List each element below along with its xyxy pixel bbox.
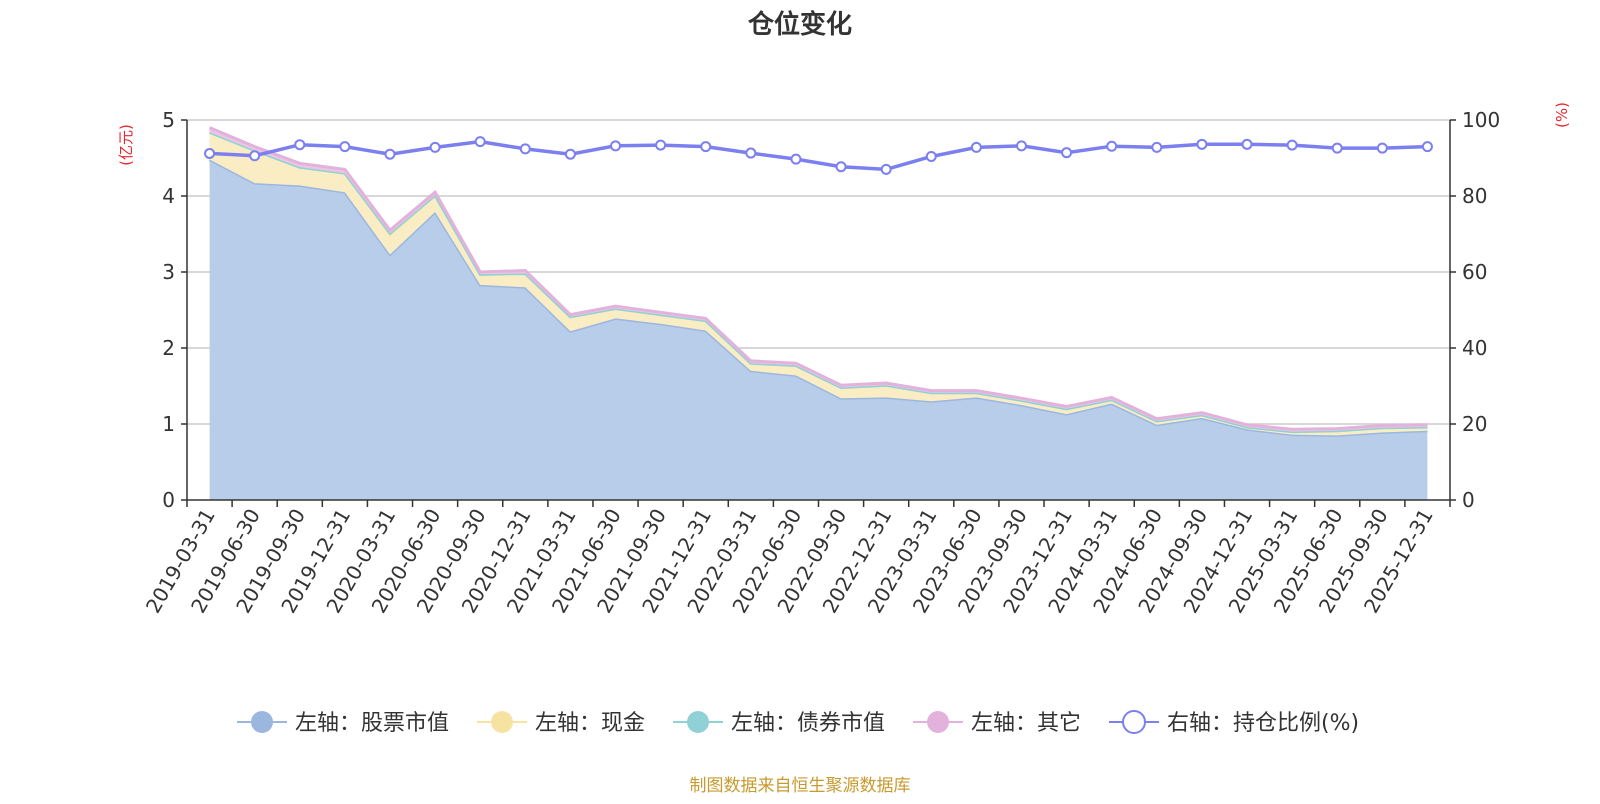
ratio-line-path: [209, 139, 1428, 172]
left-tick-label: 1: [162, 412, 175, 436]
right-tick-label: 40: [1462, 336, 1487, 360]
right-tick-label: 60: [1462, 260, 1487, 284]
right-tick-label: 0: [1462, 488, 1475, 512]
left-tick-label: 5: [162, 108, 175, 132]
legend-label: 左轴：现金: [535, 711, 645, 736]
stacked-areas: [208, 126, 1428, 500]
legend-item-2[interactable]: 左轴：债券市值: [673, 711, 885, 736]
ratio-point: [655, 139, 667, 151]
legend-label: 左轴：其它: [971, 711, 1081, 736]
right-tick-label: 100: [1462, 108, 1500, 132]
ratio-point: [835, 161, 847, 173]
legend-marker: [491, 711, 513, 733]
left-tick-label: 3: [162, 260, 175, 284]
ratio-point: [745, 147, 757, 159]
chart-title: 仓位变化: [747, 9, 852, 40]
legend-marker: [927, 711, 949, 733]
source-note: 制图数据来自恒生聚源数据库: [690, 776, 911, 796]
legend-marker: [251, 711, 273, 733]
legend-label: 右轴：持仓比例(%): [1167, 711, 1359, 736]
ratio-point: [564, 148, 576, 160]
legend-item-0[interactable]: 左轴：股票市值: [237, 711, 449, 736]
ratio-point: [384, 148, 396, 160]
ratio-point: [1241, 138, 1253, 150]
area-0: [209, 159, 1428, 500]
ratio-point: [339, 141, 351, 153]
legend-marker: [1122, 710, 1146, 734]
ratio-point: [519, 143, 531, 155]
ratio-point: [204, 147, 216, 159]
ratio-point: [1331, 142, 1343, 154]
legend-marker: [687, 711, 709, 733]
ratio-point: [1286, 139, 1298, 151]
holding-ratio-line: [204, 136, 1433, 175]
ratio-point: [429, 141, 441, 153]
ratio-point: [610, 140, 622, 152]
axes: 0 1 2 3 4 5 0 20 40 60 80 100: [162, 108, 1500, 512]
ratio-point: [970, 141, 982, 153]
x-axis-tick-labels: 2019-03-312019-06-302019-09-302019-12-31…: [141, 504, 1438, 617]
ratio-point: [474, 136, 486, 148]
legend[interactable]: 左轴：股票市值 左轴：现金 左轴：债券市值 左轴：其它 右轴：持仓比例(%): [237, 710, 1359, 736]
ratio-point: [880, 163, 892, 175]
ratio-point: [700, 141, 712, 153]
left-axis-unit: (亿元): [117, 124, 135, 166]
left-tick-label: 4: [162, 184, 175, 208]
area-line-3: [209, 126, 1428, 431]
right-tick-label: 80: [1462, 184, 1487, 208]
left-tick-label: 2: [162, 336, 175, 360]
right-axis-unit: (%): [1553, 102, 1571, 128]
ratio-point: [1376, 142, 1388, 154]
legend-item-4[interactable]: 右轴：持仓比例(%): [1109, 710, 1359, 736]
legend-label: 左轴：债券市值: [731, 711, 885, 736]
legend-item-3[interactable]: 左轴：其它: [913, 711, 1081, 736]
ratio-point: [1106, 140, 1118, 152]
ratio-point: [1421, 141, 1433, 153]
left-tick-label: 0: [162, 488, 175, 512]
ratio-point: [790, 153, 802, 165]
legend-item-1[interactable]: 左轴：现金: [477, 711, 645, 736]
ratio-point: [925, 150, 937, 162]
ratio-point: [1196, 138, 1208, 150]
ratio-point: [1151, 141, 1163, 153]
right-tick-label: 20: [1462, 412, 1487, 436]
legend-label: 左轴：股票市值: [295, 711, 449, 736]
ratio-point: [249, 150, 261, 162]
ratio-point: [1015, 140, 1027, 152]
ratio-point: [294, 139, 306, 151]
ratio-point: [1061, 147, 1073, 159]
